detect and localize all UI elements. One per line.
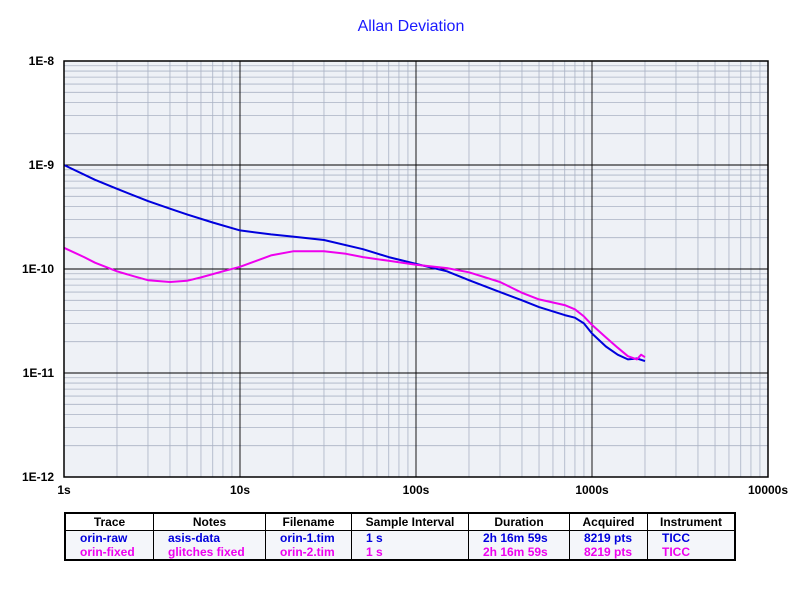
y-tick-label: 1E-10 — [22, 262, 54, 276]
legend-header-sample-interval: Sample Interval — [351, 513, 469, 531]
x-tick-label: 10s — [230, 483, 250, 497]
y-tick-label: 1E-12 — [22, 470, 54, 484]
legend-cell: 8219 pts — [569, 530, 648, 545]
legend-cell: 2h 16m 59s — [468, 545, 570, 560]
legend-cell: 1 s — [351, 530, 469, 545]
legend-cell: TICC — [647, 530, 735, 545]
legend-cell: orin-raw — [80, 531, 128, 545]
series-layer — [63, 164, 646, 363]
legend-header-acquired: Acquired — [569, 513, 648, 531]
legend-cell: orin-1.tim — [265, 530, 352, 545]
x-axis-ticks: 1s 10s 100s 1000s 10000s — [57, 483, 788, 497]
x-tick-label: 1s — [57, 483, 71, 497]
legend-cell: asis-data — [153, 530, 266, 545]
legend-cell: orin-fixed — [80, 545, 135, 559]
legend-cell: orin-2.tim — [265, 545, 352, 560]
legend-header-trace: Trace — [65, 513, 154, 531]
chart-title: Allan Deviation — [357, 18, 465, 35]
y-tick-label: 1E-11 — [23, 366, 55, 380]
y-tick-label: 1E-8 — [29, 54, 55, 68]
series-line-orin-raw — [63, 164, 646, 363]
x-tick-label: 100s — [403, 483, 430, 497]
plot-border — [63, 60, 769, 478]
legend-row-orin-fixed: orin-fixed glitches fixed orin-2.tim 1 s… — [65, 545, 735, 560]
x-tick-label: 10000s — [748, 483, 788, 497]
x-tick-label: 1000s — [575, 483, 609, 497]
legend-cell: 1 s — [351, 545, 469, 560]
legend-header-row: Trace Notes Filename Sample Interval Dur… — [65, 513, 735, 531]
legend-table: Trace Notes Filename Sample Interval Dur… — [64, 512, 736, 561]
legend-row-orin-raw: orin-raw asis-data orin-1.tim 1 s 2h 16m… — [65, 530, 735, 545]
legend-header-duration: Duration — [468, 513, 570, 531]
legend-header-notes: Notes — [153, 513, 266, 531]
legend-cell: TICC — [647, 545, 735, 560]
legend-header-filename: Filename — [265, 513, 352, 531]
legend-cell: 8219 pts — [569, 545, 648, 560]
y-tick-label: 1E-9 — [29, 158, 55, 172]
legend-header-instrument: Instrument — [647, 513, 735, 531]
legend-cell: 2h 16m 59s — [468, 530, 570, 545]
series-line-orin-fixed — [63, 246, 646, 361]
legend-cell: glitches fixed — [153, 545, 266, 560]
y-axis-ticks: 1E-8 1E-9 1E-10 1E-11 1E-12 — [22, 54, 54, 484]
